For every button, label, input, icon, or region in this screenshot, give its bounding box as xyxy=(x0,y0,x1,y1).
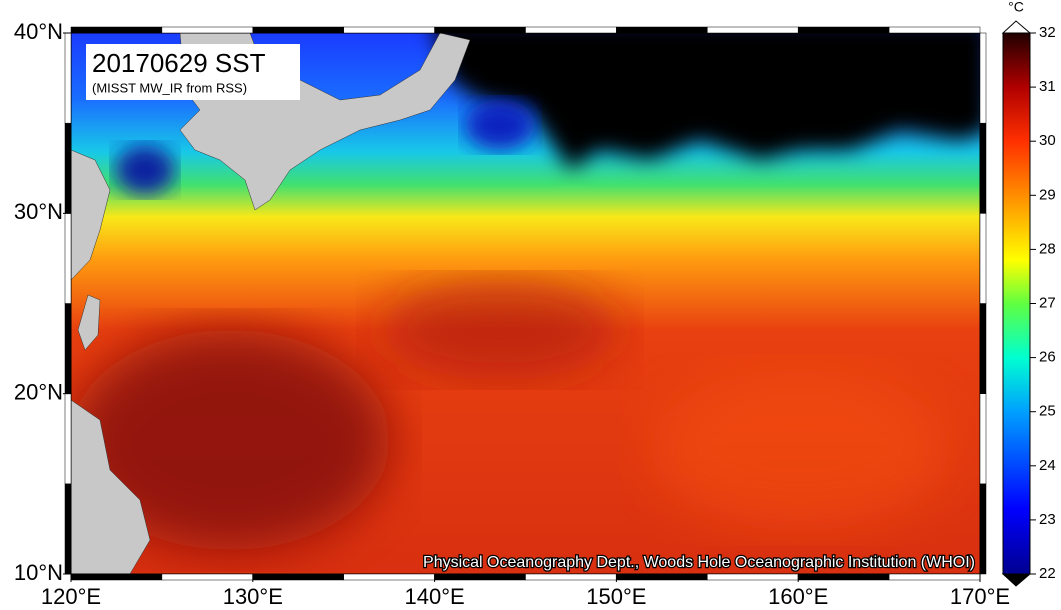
subtitle: (MISST MW_IR from RSS) xyxy=(92,80,247,95)
frame-segment xyxy=(616,573,708,581)
credit: Physical Oceanography Dept., Woods Hole … xyxy=(423,554,975,571)
frame-segment xyxy=(707,26,799,34)
land-china xyxy=(71,149,111,281)
frame-segment xyxy=(343,26,435,34)
colorbar-tick-label: 22 xyxy=(1039,565,1056,582)
frame-segment xyxy=(979,32,987,124)
frame-segment xyxy=(434,573,526,581)
frame-segment xyxy=(343,573,435,581)
colorbar-min-arrow xyxy=(1001,573,1032,587)
frame-segment xyxy=(525,26,617,34)
frame-segment xyxy=(64,122,72,214)
frame-segment xyxy=(161,26,254,34)
frame-segment xyxy=(979,303,987,394)
x-tick-label: 150°E xyxy=(586,584,646,609)
frame-segment xyxy=(70,26,163,34)
frame-segment xyxy=(888,573,981,581)
colorbar-tick-label: 23 xyxy=(1039,511,1056,528)
y-tick-label: 30°N xyxy=(14,199,63,224)
frame-segment xyxy=(707,573,799,581)
colorbar-tick-label: 32 xyxy=(1039,24,1056,41)
x-tick-label: 160°E xyxy=(768,584,828,609)
frame-segment xyxy=(64,213,72,304)
colorbar-max-arrow xyxy=(1001,20,1032,34)
colorbar-tick-label: 27 xyxy=(1039,294,1056,311)
x-tick-label: 120°E xyxy=(41,584,101,609)
colorbar-tick-label: 25 xyxy=(1039,403,1056,420)
x-tick-label: 130°E xyxy=(223,584,283,609)
frame-segment xyxy=(979,213,987,304)
frame-segment xyxy=(979,483,987,575)
y-tick-label: 40°N xyxy=(14,19,63,44)
y-tick-label: 10°N xyxy=(14,560,63,585)
x-tick-label: 170°E xyxy=(950,584,1010,609)
frame-segment xyxy=(64,32,72,124)
colorbar-tick-label: 31 xyxy=(1039,78,1056,95)
colorbar-tick-label: 28 xyxy=(1039,240,1056,257)
frame-segment xyxy=(64,393,72,485)
frame-segment xyxy=(525,573,617,581)
frame-segment xyxy=(70,573,163,581)
frame-segment xyxy=(252,573,344,581)
frame-segment xyxy=(252,26,344,34)
frame-segment xyxy=(64,303,72,394)
colorbar-tick-label: 24 xyxy=(1039,457,1056,474)
frame-segment xyxy=(888,26,981,34)
colorbar-tick-label: 29 xyxy=(1039,186,1056,203)
frame-segment xyxy=(979,393,987,485)
colorbar-label: °C xyxy=(1008,0,1024,15)
frame-segment xyxy=(616,26,708,34)
land-philippines xyxy=(71,399,151,574)
colorbar-tick-label: 26 xyxy=(1039,349,1056,366)
frame-segment xyxy=(161,573,254,581)
frame-segment xyxy=(979,122,987,214)
title: 20170629 SST xyxy=(92,48,266,78)
frame-segment xyxy=(797,573,890,581)
land-taiwan xyxy=(77,294,101,351)
frame-segment xyxy=(434,26,526,34)
frame-segment xyxy=(797,26,890,34)
x-tick-label: 140°E xyxy=(405,584,465,609)
colorbar-tick-label: 30 xyxy=(1039,132,1056,149)
title-box xyxy=(86,44,300,100)
colorbar xyxy=(1002,32,1031,575)
y-tick-label: 20°N xyxy=(14,379,63,404)
sst-field xyxy=(71,33,980,574)
frame-segment xyxy=(64,483,72,575)
